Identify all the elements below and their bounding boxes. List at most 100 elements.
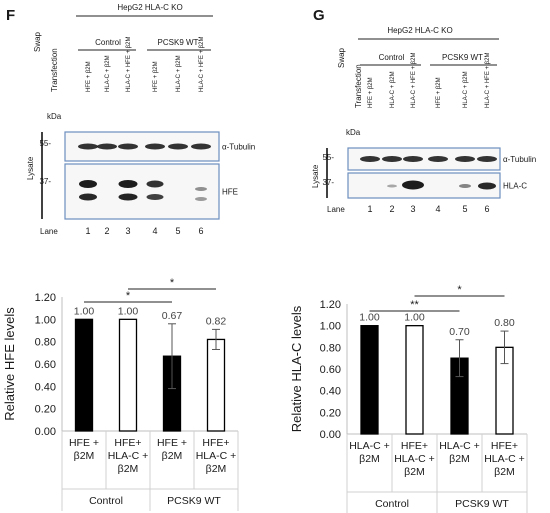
blot-band <box>145 143 165 150</box>
lane-condition-label: HLA-C + β2M <box>390 71 396 108</box>
category-label: β2M <box>449 453 470 465</box>
data-label: 0.67 <box>162 310 183 322</box>
blot-band <box>195 197 207 201</box>
blot-box-tubulin <box>347 147 501 171</box>
blot-label: α-Tubulin <box>503 155 536 164</box>
lane-condition-label: HFE + β2M <box>153 61 159 92</box>
lane-label: Lane <box>327 205 345 214</box>
blot-band <box>382 156 402 162</box>
data-label: 0.80 <box>494 317 515 329</box>
bar <box>74 318 94 432</box>
category-label: HLA-C + <box>484 453 525 465</box>
blot-band <box>79 193 97 201</box>
lane-number: 6 <box>484 204 489 214</box>
kda-label: kDa <box>47 112 62 121</box>
y-tick-label: 0.00 <box>320 429 341 441</box>
category-label: β2M <box>359 453 380 465</box>
blot-band <box>168 143 188 150</box>
blot-band <box>195 187 207 191</box>
category-label: HLA-C + <box>349 440 390 452</box>
blot-band <box>118 143 138 150</box>
group-label: Control <box>89 495 123 507</box>
blot-band <box>146 194 164 200</box>
blot-band <box>402 180 424 190</box>
blot-band <box>477 156 497 162</box>
lane-number: 3 <box>410 204 415 214</box>
bar <box>360 325 379 435</box>
blot-band <box>97 143 117 150</box>
category-label: β2M <box>74 450 95 462</box>
kda-marker: 37- <box>39 177 51 186</box>
data-label: 1.00 <box>404 312 425 324</box>
lane-number: 4 <box>435 204 440 214</box>
data-label: 1.00 <box>74 305 95 317</box>
y-tick-label: 0.60 <box>35 359 56 371</box>
data-label: 0.82 <box>206 315 227 327</box>
bar <box>405 325 424 435</box>
y-tick-label: 1.00 <box>320 321 341 333</box>
lane-number: 5 <box>462 204 467 214</box>
y-tick-label: 1.20 <box>35 292 56 304</box>
category-label: HFE+ <box>114 437 141 449</box>
lane-condition-label: HFE + β2M <box>368 77 374 108</box>
group-label: PCSK9 WT <box>455 498 509 510</box>
transfection-label: Transfection <box>354 64 363 108</box>
blot-band <box>478 182 496 190</box>
transfection-label: Transfection <box>50 48 59 92</box>
blot-band <box>459 184 471 188</box>
kda-marker: 55- <box>39 139 51 148</box>
blot-band <box>146 180 164 188</box>
cell-line-label: HepG2 HLA-C KO <box>117 3 182 12</box>
swap-label: Swap <box>337 47 346 68</box>
blot-band <box>360 156 380 162</box>
cell-line-label: HepG2 HLA-C KO <box>387 26 452 35</box>
kda-label: kDa <box>346 128 361 137</box>
y-tick-label: 1.20 <box>320 299 341 311</box>
blot-label: HFE <box>222 188 238 197</box>
lane-condition-label: HLA-C + HFE + β2M <box>411 53 417 108</box>
blot-band <box>118 180 138 188</box>
y-tick-label: 0.80 <box>35 337 56 349</box>
category-label: β2M <box>404 466 425 478</box>
blot-panel-f: F HepG2 HLA-C KO Control PCSK9 WT Swap Transf… <box>6 3 255 236</box>
significance-label: * <box>126 290 131 302</box>
y-tick-label: 0.00 <box>35 426 56 438</box>
lane-condition-label: HLA-C + β2M <box>463 71 469 108</box>
swap-label: Swap <box>33 31 42 52</box>
category-label: β2M <box>118 463 139 475</box>
category-label: β2M <box>494 466 515 478</box>
bar-chart-hlac: 0.00 0.20 0.40 0.60 0.80 1.00 1.20 Relative HLA… <box>289 284 528 513</box>
data-label: 1.00 <box>118 305 139 317</box>
category-label: HFE+ <box>202 437 229 449</box>
blot-band <box>78 143 98 150</box>
lysate-label: Lysate <box>26 156 35 180</box>
category-label: HLA-C + <box>196 450 237 462</box>
data-label: 0.70 <box>449 326 470 338</box>
category-label: HLA-C + <box>108 450 149 462</box>
blot-band <box>455 156 475 162</box>
group-label-control: Control <box>379 53 405 62</box>
lane-condition-label: HFE + β2M <box>436 77 442 108</box>
bar-chart-hfe: 0.00 0.20 0.40 0.60 0.80 1.00 1.20 Relative HFE… <box>2 277 239 511</box>
lane-number: 1 <box>85 226 90 236</box>
blot-band <box>403 156 423 162</box>
y-tick-label: 0.80 <box>320 342 341 354</box>
lane-condition-label: HLA-C + β2M <box>176 55 182 92</box>
category-label: HFE+ <box>491 440 518 452</box>
kda-marker: 37- <box>322 178 334 187</box>
y-tick-label: 0.40 <box>320 386 341 398</box>
group-label-pcsk9: PCSK9 WT <box>158 38 199 47</box>
category-label: HFE + <box>157 437 187 449</box>
data-label: 1.00 <box>359 312 380 324</box>
lane-number: 1 <box>367 204 372 214</box>
lane-number: 2 <box>104 226 109 236</box>
y-axis-label: Relative HLA-C levels <box>289 305 304 432</box>
panel-letter: F <box>6 7 15 24</box>
lane-number: 4 <box>152 226 157 236</box>
category-label: HLA-C + <box>439 440 480 452</box>
lane-condition-label: HLA-C + HFE + β2M <box>199 37 205 92</box>
category-label: β2M <box>162 450 183 462</box>
blot-box-target <box>347 172 501 199</box>
category-label: β2M <box>206 463 227 475</box>
blot-band <box>428 156 448 162</box>
